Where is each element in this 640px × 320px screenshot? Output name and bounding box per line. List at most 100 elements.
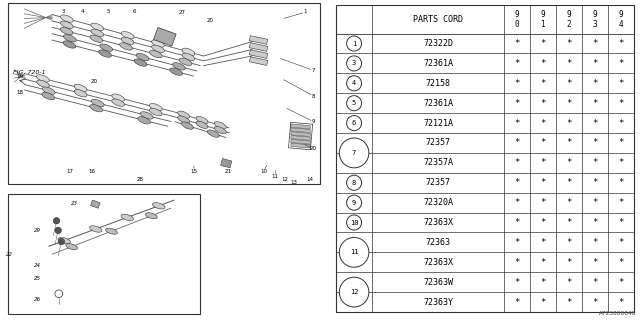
Text: 20: 20 (310, 146, 317, 151)
Bar (154, 28, 176, 46)
Circle shape (347, 96, 362, 111)
Text: *: * (514, 278, 520, 287)
Text: *: * (514, 178, 520, 187)
Text: 72363X: 72363X (423, 218, 453, 227)
Text: 22: 22 (6, 252, 13, 257)
Ellipse shape (63, 35, 76, 42)
Text: 11: 11 (271, 173, 278, 179)
Text: *: * (540, 298, 545, 307)
Circle shape (339, 138, 369, 168)
Ellipse shape (74, 90, 87, 97)
Text: *: * (566, 158, 572, 167)
Text: 16: 16 (88, 169, 95, 174)
Ellipse shape (170, 68, 182, 75)
Text: *: * (592, 298, 597, 307)
Text: *: * (566, 178, 572, 187)
Bar (221, 158, 232, 168)
Ellipse shape (152, 45, 164, 52)
Text: *: * (566, 258, 572, 267)
Text: *: * (566, 79, 572, 88)
Text: 72363Y: 72363Y (423, 298, 453, 307)
Text: *: * (618, 298, 623, 307)
Text: 19: 19 (16, 74, 23, 79)
Text: 9
4: 9 4 (618, 10, 623, 29)
Text: 6: 6 (132, 9, 136, 14)
Bar (291, 132, 310, 137)
Text: 8: 8 (352, 180, 356, 186)
Ellipse shape (214, 126, 227, 134)
Bar (291, 139, 310, 144)
Text: 26: 26 (34, 297, 41, 302)
Text: 4: 4 (352, 80, 356, 86)
Text: *: * (592, 158, 597, 167)
Text: *: * (618, 59, 623, 68)
Ellipse shape (100, 44, 113, 51)
Text: *: * (618, 119, 623, 128)
Text: 9
0: 9 0 (515, 10, 519, 29)
Ellipse shape (173, 63, 186, 70)
Text: 72361A: 72361A (423, 59, 453, 68)
Circle shape (347, 36, 362, 51)
Text: *: * (540, 99, 545, 108)
Bar (291, 128, 310, 133)
Text: 7: 7 (352, 150, 356, 156)
Ellipse shape (196, 121, 208, 128)
Ellipse shape (106, 228, 117, 234)
Text: *: * (540, 139, 545, 148)
Ellipse shape (91, 23, 104, 30)
Text: 27: 27 (179, 10, 186, 15)
Ellipse shape (134, 59, 147, 66)
Text: *: * (514, 79, 520, 88)
Text: *: * (592, 79, 597, 88)
Text: *: * (566, 238, 572, 247)
Text: 5: 5 (106, 9, 110, 14)
Text: *: * (592, 238, 597, 247)
Bar (90, 200, 100, 208)
Text: *: * (566, 298, 572, 307)
Text: *: * (566, 198, 572, 207)
Ellipse shape (36, 75, 49, 82)
Text: 9: 9 (352, 200, 356, 206)
Text: 12: 12 (281, 177, 288, 182)
Circle shape (347, 76, 362, 91)
Ellipse shape (121, 37, 134, 44)
Text: *: * (540, 39, 545, 48)
Ellipse shape (60, 28, 73, 35)
Ellipse shape (214, 122, 227, 129)
Text: 72121A: 72121A (423, 119, 453, 128)
Ellipse shape (90, 35, 102, 42)
Text: 29: 29 (34, 228, 41, 233)
Circle shape (339, 277, 369, 307)
Text: 23: 23 (71, 201, 78, 206)
Text: *: * (618, 278, 623, 287)
Ellipse shape (42, 92, 54, 100)
Text: 13: 13 (290, 180, 297, 185)
Text: 9: 9 (312, 119, 316, 124)
Text: *: * (566, 59, 572, 68)
Text: 9
1: 9 1 (540, 10, 545, 29)
Text: 24: 24 (34, 263, 41, 268)
Circle shape (347, 56, 362, 71)
Circle shape (347, 195, 362, 210)
Text: *: * (514, 298, 520, 307)
Text: 12: 12 (350, 289, 358, 295)
Bar (291, 124, 310, 129)
Text: *: * (592, 119, 597, 128)
Circle shape (55, 227, 61, 234)
Text: *: * (592, 39, 597, 48)
Circle shape (339, 237, 369, 267)
Bar (8, 3, 320, 184)
Ellipse shape (112, 99, 125, 106)
Text: *: * (566, 99, 572, 108)
Circle shape (53, 218, 60, 224)
Text: *: * (592, 59, 597, 68)
Bar (291, 143, 310, 148)
Text: PARTS CORD: PARTS CORD (413, 15, 463, 24)
Text: 3: 3 (61, 9, 65, 14)
Text: *: * (540, 198, 545, 207)
Ellipse shape (42, 87, 55, 94)
Text: 9
3: 9 3 (593, 10, 597, 29)
Ellipse shape (136, 53, 149, 61)
Text: *: * (592, 198, 597, 207)
Ellipse shape (149, 51, 162, 58)
